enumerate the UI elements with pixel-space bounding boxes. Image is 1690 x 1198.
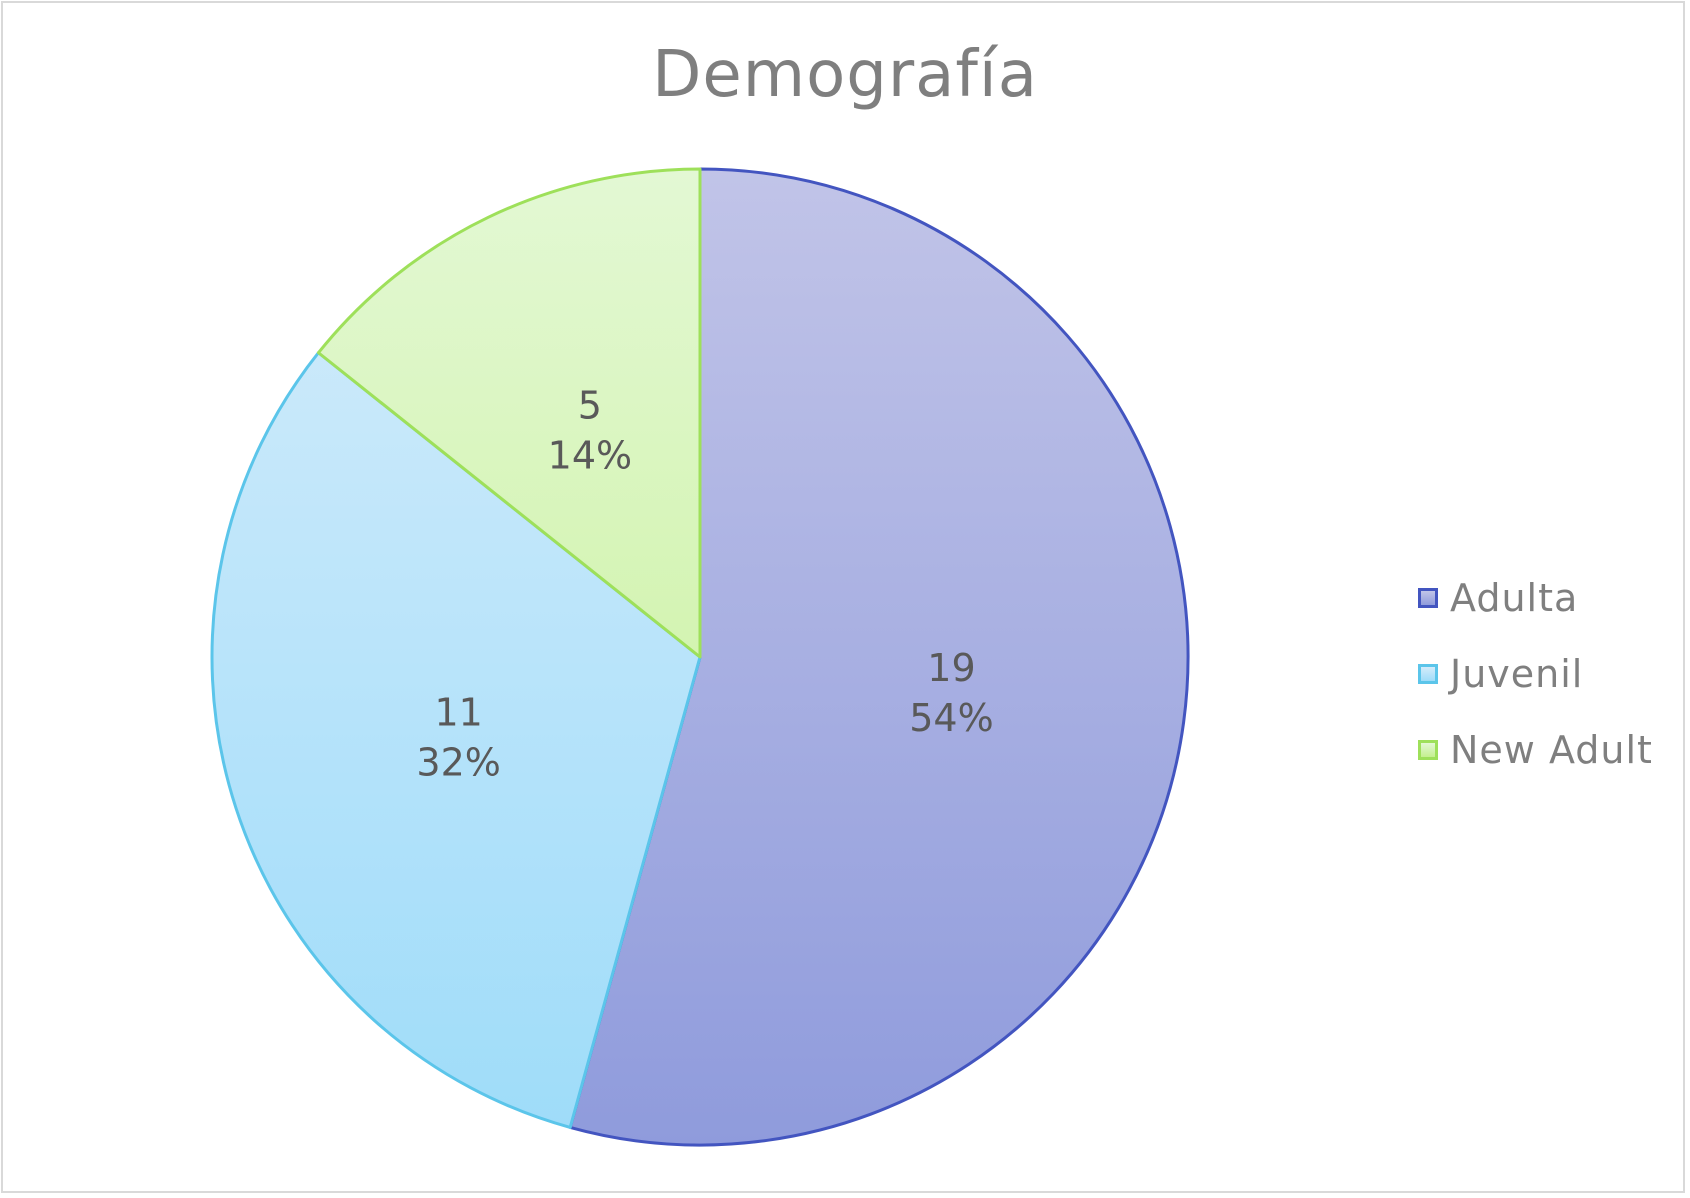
legend-label: New Adult xyxy=(1450,728,1653,772)
legend-swatch xyxy=(1418,588,1438,608)
data-label-percent: 32% xyxy=(416,740,500,784)
legend-swatch xyxy=(1418,664,1438,684)
pie-slices xyxy=(210,167,1190,1147)
pie-slice-adulta xyxy=(568,167,1190,1147)
legend-item: New Adult xyxy=(1418,712,1653,788)
pie-slice-new-adult xyxy=(316,167,702,659)
legend-label: Adulta xyxy=(1450,576,1579,620)
pie-slice-juvenil xyxy=(210,351,702,1129)
data-label-value: 5 xyxy=(578,383,602,427)
pie-data-labels: 19 54% 11 32% 5 14% xyxy=(416,383,993,784)
data-label-percent: 14% xyxy=(548,433,632,477)
legend-item: Juvenil xyxy=(1418,636,1653,712)
legend-swatch xyxy=(1418,740,1438,760)
legend-label: Juvenil xyxy=(1450,652,1584,696)
legend: Adulta Juvenil New Adult xyxy=(1418,560,1653,788)
legend-item: Adulta xyxy=(1418,560,1653,636)
data-label-value: 19 xyxy=(927,646,975,690)
chart-title: Demografía xyxy=(652,38,1038,112)
data-label-percent: 54% xyxy=(909,696,993,740)
data-label-value: 11 xyxy=(434,690,482,734)
